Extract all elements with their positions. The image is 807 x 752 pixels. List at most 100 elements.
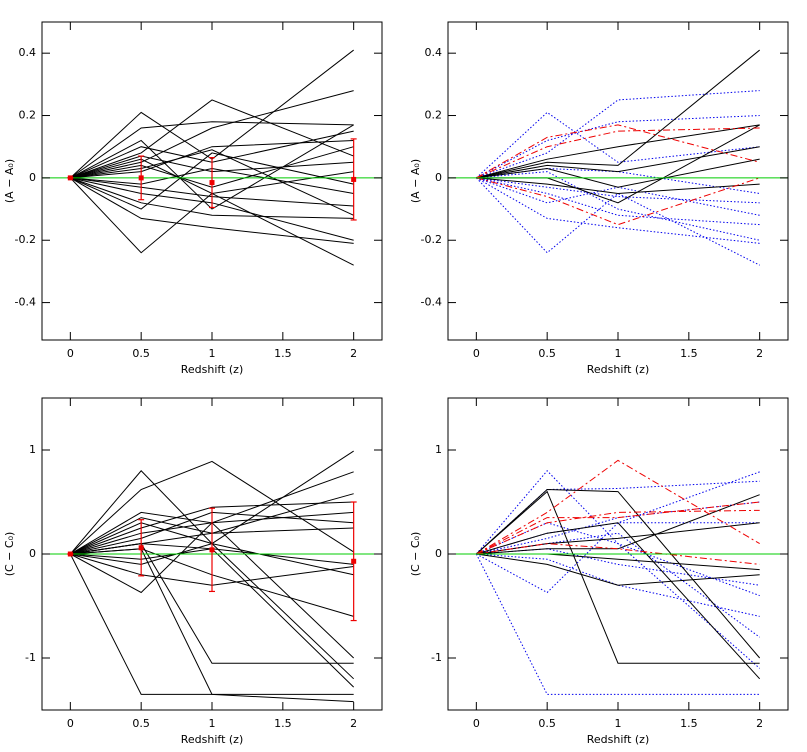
series-line xyxy=(476,177,760,226)
series-line xyxy=(476,494,760,555)
error-point xyxy=(138,175,144,181)
series-line xyxy=(475,470,760,669)
x-tick-label: 0 xyxy=(67,717,74,730)
x-tick-label: 2 xyxy=(350,717,357,730)
series-line xyxy=(476,177,760,194)
series-line xyxy=(70,548,354,617)
series-line xyxy=(70,90,354,179)
y-axis-label: (A − A₀) xyxy=(3,159,16,203)
y-tick-label: 0 xyxy=(29,171,36,184)
y-tick-label: 0.2 xyxy=(19,109,37,122)
y-axis-label: (C − C₀) xyxy=(409,532,422,577)
y-tick-label: 0.4 xyxy=(19,46,37,59)
series-line xyxy=(476,522,761,680)
x-tick-label: 1 xyxy=(615,717,622,730)
error-point xyxy=(67,551,73,557)
x-axis-label: Redshift (z) xyxy=(181,733,244,746)
series-line xyxy=(70,155,354,179)
x-tick-label: 0 xyxy=(473,717,480,730)
series-line xyxy=(476,49,760,179)
series-line xyxy=(476,553,760,617)
series-line xyxy=(70,99,354,179)
series-line xyxy=(70,130,354,179)
series-line xyxy=(476,124,760,204)
x-tick-label: 2 xyxy=(756,717,763,730)
x-tick-label: 1 xyxy=(615,347,622,360)
series-line xyxy=(475,489,761,659)
y-tick-label: -1 xyxy=(431,651,442,664)
series-line xyxy=(476,471,760,594)
y-tick-label: 0 xyxy=(435,171,442,184)
series-line xyxy=(476,543,760,565)
series-line xyxy=(70,177,354,219)
y-axis-label: (A − A₀) xyxy=(409,159,422,203)
axes-frame xyxy=(447,21,789,341)
series-line xyxy=(476,522,760,555)
y-tick-label: 0 xyxy=(29,547,36,560)
series-line xyxy=(70,522,355,680)
x-tick-label: 0.5 xyxy=(538,717,556,730)
plot-area xyxy=(448,459,788,695)
y-tick-label: -0.2 xyxy=(15,233,36,246)
error-point xyxy=(209,180,215,186)
series-line xyxy=(476,127,760,179)
y-tick-label: 0 xyxy=(435,547,442,560)
error-point xyxy=(351,558,357,564)
x-tick-label: 0 xyxy=(67,347,74,360)
series-line xyxy=(70,177,354,244)
x-tick-label: 2 xyxy=(756,347,763,360)
y-tick-label: -0.4 xyxy=(421,296,442,309)
x-axis-label: Redshift (z) xyxy=(587,363,650,376)
series-line xyxy=(476,501,760,555)
x-tick-label: 1 xyxy=(209,717,216,730)
series-line xyxy=(476,501,760,555)
plot-area xyxy=(448,49,788,266)
series-line xyxy=(70,152,354,210)
x-axis-label: Redshift (z) xyxy=(587,733,650,746)
x-axis-label: Redshift (z) xyxy=(181,363,244,376)
y-tick-label: -1 xyxy=(25,651,36,664)
series-line xyxy=(476,90,760,179)
error-point xyxy=(209,547,215,553)
y-tick-label: 0.4 xyxy=(425,46,443,59)
series-line xyxy=(70,511,354,555)
series-line xyxy=(69,49,354,179)
series-line xyxy=(476,177,760,244)
series-line xyxy=(476,490,760,664)
series-line xyxy=(69,460,354,555)
series-line xyxy=(476,177,760,204)
series-line xyxy=(70,553,354,586)
panel: 0 0.5 1 1.5 2 -1 0 1 Redshift (z) (C − C₀) xyxy=(3,397,383,746)
y-tick-label: 1 xyxy=(29,443,36,456)
x-tick-label: 2 xyxy=(350,347,357,360)
series-line xyxy=(476,553,760,571)
y-tick-label: 1 xyxy=(435,443,442,456)
x-tick-label: 0.5 xyxy=(132,717,150,730)
series-line xyxy=(476,177,760,226)
series-line xyxy=(476,146,760,179)
series-line xyxy=(70,543,355,688)
series-line xyxy=(476,124,760,179)
x-tick-label: 1.5 xyxy=(274,717,292,730)
series-line xyxy=(70,493,354,555)
series-line xyxy=(70,471,354,594)
x-tick-label: 0.5 xyxy=(132,347,150,360)
y-axis-label: (C − C₀) xyxy=(3,532,16,577)
x-tick-label: 1.5 xyxy=(680,347,698,360)
y-tick-label: 0.2 xyxy=(425,109,443,122)
series-line xyxy=(476,115,760,179)
x-tick-label: 1 xyxy=(209,347,216,360)
series-line xyxy=(70,121,354,179)
x-tick-label: 1.5 xyxy=(680,717,698,730)
series-line xyxy=(69,553,354,695)
plot-area xyxy=(42,450,382,703)
y-tick-label: -0.4 xyxy=(15,296,36,309)
series-line xyxy=(70,139,354,179)
series-line xyxy=(476,459,760,555)
panel: 0 0.5 1 1.5 2 -1 0 1 Redshift (z) (C − C₀) xyxy=(409,397,789,746)
x-tick-label: 0.5 xyxy=(538,347,556,360)
series-line xyxy=(476,171,760,241)
y-tick-label: -0.2 xyxy=(421,233,442,246)
x-tick-label: 1.5 xyxy=(274,347,292,360)
series-line xyxy=(70,158,354,194)
